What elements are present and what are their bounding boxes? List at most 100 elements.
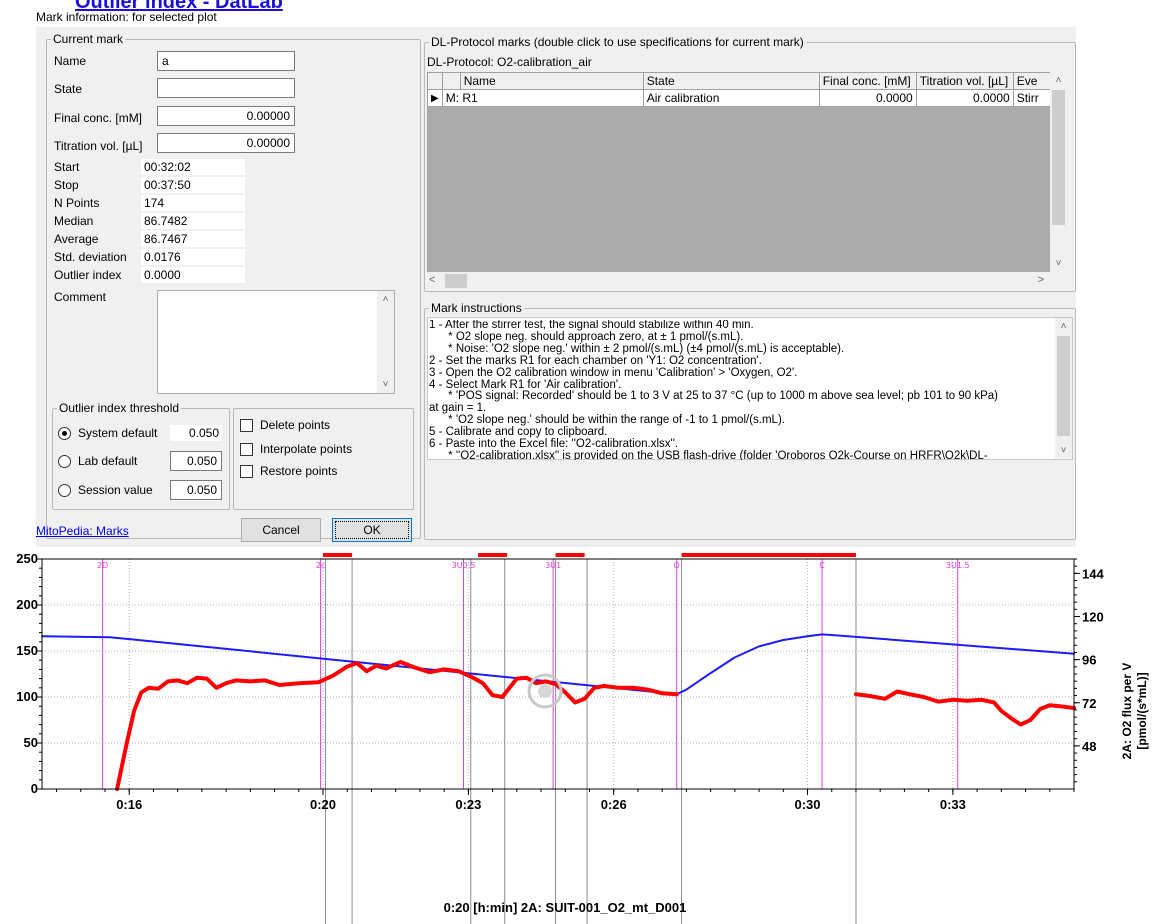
row-name[interactable]: M: R1 [441, 89, 644, 107]
n-points-value: 174 [141, 195, 245, 211]
row-event[interactable]: Stirr [1012, 89, 1054, 107]
x-tick-label: 0:16 [116, 797, 142, 812]
grid-vertical-scrollbar[interactable]: ˄ ˅ [1050, 72, 1067, 272]
current-mark-legend: Current mark [53, 32, 124, 46]
mark-bar [323, 553, 353, 557]
median-value: 86.7482 [141, 213, 245, 229]
std-deviation-value: 0.0176 [141, 249, 245, 265]
instruction-line: 3 - Open the O2 calibration window in me… [429, 366, 798, 379]
event-marker-label: 3U0.5 [452, 561, 476, 570]
delete-points-label: Delete points [260, 418, 331, 432]
row-titration-vol[interactable]: 0.0000 [915, 89, 1014, 107]
system-default-label: System default [78, 426, 158, 440]
chart-axes: 0 50 100 150 200 250 48 72 96 120 144 0:16 0:20 0:23 0… [16, 551, 1104, 812]
o2-concentration-series [41, 633, 1075, 696]
average-label: Average [54, 232, 99, 246]
scroll-thumb[interactable] [1057, 336, 1070, 436]
x-tick-label: 0:23 [455, 797, 481, 812]
instruction-line: 1 - After the stirrer test, the signal s… [429, 320, 754, 331]
scroll-up-icon[interactable]: ˄ [1055, 75, 1062, 86]
final-conc-input[interactable]: 0.00000 [157, 106, 295, 126]
system-default-radio[interactable] [58, 427, 71, 440]
dl-protocol-grid[interactable]: Name State Final conc. [mM] Titration vo… [427, 72, 1067, 291]
page-link-outlier-index[interactable]: Outlier index - DatLab [75, 0, 283, 13]
y-left-tick-label: 150 [16, 643, 38, 658]
state-input[interactable] [157, 78, 295, 98]
session-value-label: Session value [78, 483, 153, 497]
grid-horizontal-scrollbar[interactable]: < > [427, 272, 1050, 291]
y-left-tick-label: 250 [16, 551, 38, 566]
dl-protocol-group: DL-Protocol marks (double click to use s… [424, 36, 1076, 292]
y-left-tick-label: 0 [31, 781, 38, 796]
outlier-threshold-legend: Outlier index threshold [59, 401, 180, 415]
col-blank [441, 72, 461, 90]
titration-vol-label: Titration vol. [µL] [54, 139, 143, 153]
mark-bar [681, 553, 856, 557]
instructions-lines: 1 - After the stirrer test, the signal s… [429, 320, 1051, 460]
name-input[interactable]: a [157, 51, 295, 71]
scroll-down-icon[interactable]: ˅ [382, 379, 389, 390]
o2-flux-series [115, 660, 679, 791]
scroll-left-icon[interactable]: < [429, 274, 436, 286]
mark-instructions-group: Mark instructions [424, 302, 1076, 540]
scroll-down-icon[interactable]: ˅ [1055, 258, 1062, 269]
cancel-button[interactable]: Cancel [241, 518, 321, 542]
session-value-radio[interactable] [58, 484, 71, 497]
comment-textarea[interactable]: ˄ ˅ [157, 290, 395, 394]
mark-instructions-text[interactable]: 1 - After the stirrer test, the signal s… [427, 317, 1073, 460]
dl-protocol-name: DL-Protocol: O2-calibration_air [427, 55, 592, 69]
lab-default-radio[interactable] [58, 455, 71, 468]
instruction-line: * 'O2 slope neg.' should be within the r… [429, 414, 785, 427]
oxygen-flux-chart[interactable]: 2D 2c 3U0.5 3U1 O C 3U1.5 0 50 100 150 200 250 48 72 9… [0, 549, 1158, 924]
instruction-line: at gain = 1. [429, 402, 487, 415]
titration-vol-input[interactable]: 0.00000 [157, 133, 295, 153]
scroll-thumb[interactable] [445, 274, 467, 288]
ok-button-label: OK [335, 521, 409, 539]
scroll-up-icon[interactable]: ˄ [1060, 321, 1067, 332]
ok-button[interactable]: OK [332, 518, 412, 542]
mark-instructions-legend: Mark instructions [431, 301, 522, 315]
stop-value: 00:37:50 [141, 177, 245, 193]
o2-flux-series [854, 689, 1076, 727]
final-conc-label: Final conc. [mM] [54, 111, 143, 125]
instructions-scrollbar[interactable]: ˄ ˅ [1055, 318, 1072, 459]
dl-protocol-legend: DL-Protocol marks (double click to use s… [431, 35, 804, 49]
right-axis-label-line1: 2A: O2 flux per V [1120, 663, 1134, 760]
comment-scrollbar[interactable]: ˄ ˅ [377, 291, 394, 393]
instruction-line: * O2 slope neg. should approach zero, at… [429, 330, 744, 343]
mark-bar [478, 553, 508, 557]
session-value-input[interactable]: 0.050 [170, 480, 222, 500]
lab-default-input[interactable]: 0.050 [170, 451, 222, 471]
scroll-down-icon[interactable]: ˅ [1060, 445, 1067, 456]
restore-points-checkbox[interactable] [240, 465, 253, 478]
delete-points-checkbox[interactable] [240, 419, 253, 432]
event-marker-label: C [819, 561, 825, 570]
col-name[interactable]: Name [459, 72, 644, 90]
y-left-tick-label: 100 [16, 689, 38, 704]
scroll-right-icon[interactable]: > [1037, 274, 1044, 286]
col-titration-vol[interactable]: Titration vol. [µL] [915, 72, 1014, 90]
window-title: Mark information: for selected plot [36, 10, 217, 24]
mark-bar [555, 553, 585, 557]
table-row[interactable]: ▶ M: R1 Air calibration 0.0000 0.0000 St… [427, 89, 1054, 107]
table-header-row: Name State Final conc. [mM] Titration vo… [427, 72, 1054, 90]
current-mark-group: Current mark [46, 33, 421, 539]
col-state[interactable]: State [642, 72, 820, 90]
y-right-tick-label: 144 [1082, 566, 1104, 581]
scroll-thumb[interactable] [1052, 90, 1065, 225]
col-event[interactable]: Eve [1012, 72, 1054, 90]
x-axis-label: 0:20 [h:min] 2A: SUIT-001_O2_mt_D001 [444, 900, 687, 915]
mitopedia-marks-link[interactable]: MitoPedia: Marks [36, 524, 129, 538]
event-marker-label: 3U1 [545, 561, 561, 570]
scroll-up-icon[interactable]: ˄ [382, 294, 389, 305]
row-state[interactable]: Air calibration [642, 89, 820, 107]
interpolate-points-checkbox[interactable] [240, 443, 253, 456]
chart-series [41, 633, 1076, 791]
row-indicator-icon: ▶ [427, 89, 443, 107]
oroboros-logo-watermark [527, 673, 563, 709]
lab-default-label: Lab default [78, 454, 138, 468]
row-final-conc[interactable]: 0.0000 [818, 89, 917, 107]
restore-points-label: Restore points [260, 464, 338, 478]
std-deviation-label: Std. deviation [54, 250, 127, 264]
col-final-conc[interactable]: Final conc. [mM] [818, 72, 917, 90]
